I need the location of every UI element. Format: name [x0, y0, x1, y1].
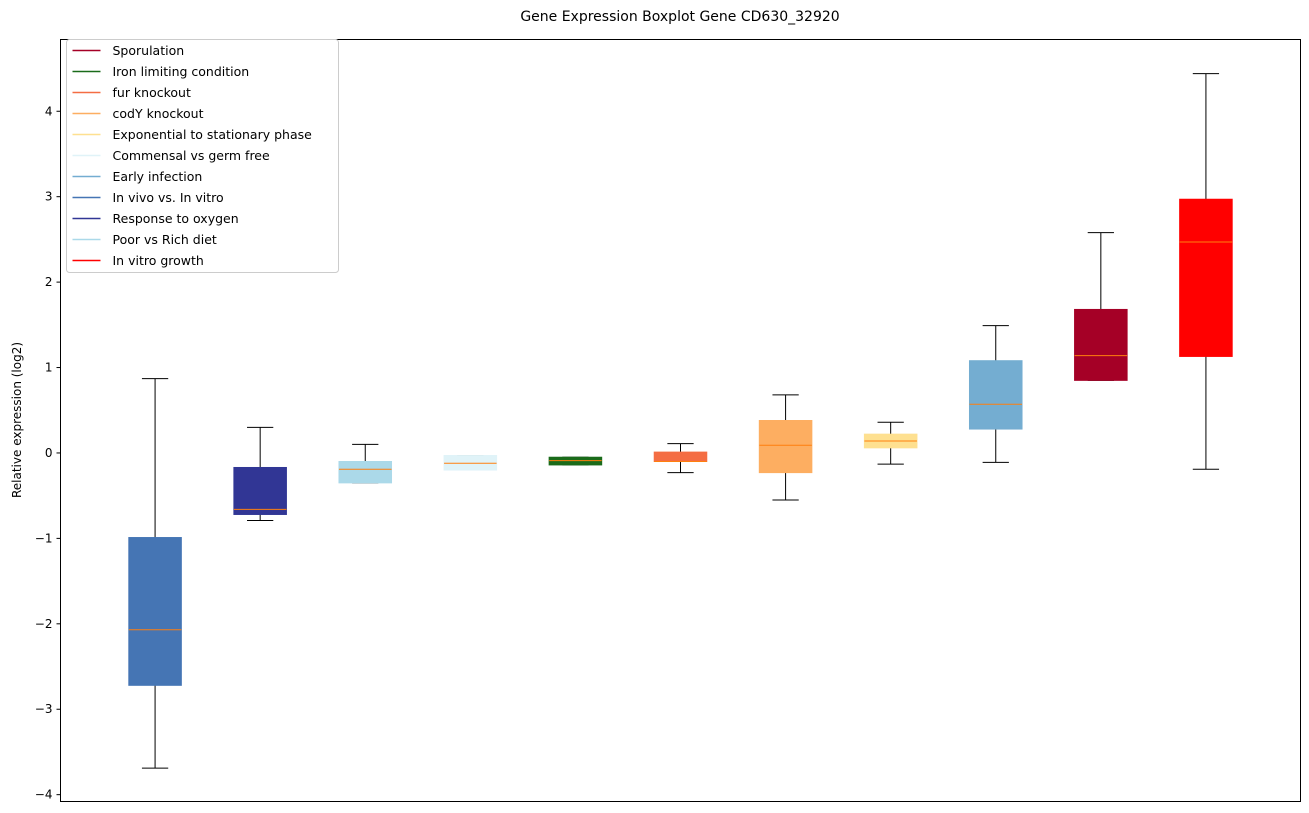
- y-tick-label: 0: [45, 446, 53, 460]
- y-tick-label: −2: [35, 617, 53, 631]
- box-group: [653, 443, 708, 474]
- chart-title: Gene Expression Boxplot Gene CD630_32920: [520, 9, 839, 25]
- y-tick-label: 4: [45, 104, 53, 118]
- y-axis-label: Relative expression (log2): [10, 342, 24, 498]
- box-group: [338, 443, 393, 484]
- box: [653, 451, 708, 463]
- legend-label: Commensal vs germ free: [113, 148, 270, 163]
- y-tick-label: 1: [45, 361, 53, 375]
- legend-frame: [66, 39, 339, 273]
- legend-label: Iron limiting condition: [113, 64, 250, 79]
- box-group: [968, 325, 1023, 463]
- box-group: [233, 426, 287, 521]
- box: [233, 466, 287, 515]
- box: [338, 461, 393, 484]
- legend-label: codY knockout: [113, 106, 204, 121]
- box: [1074, 308, 1128, 381]
- plot-frame: [60, 39, 1301, 802]
- box-group: [548, 456, 603, 466]
- y-axis: −4 −3 −2 −1 0 1 2 3 4: [35, 104, 61, 802]
- y-tick-label: −1: [35, 531, 53, 545]
- box: [1179, 198, 1233, 357]
- legend-label: Sporulation: [113, 43, 185, 58]
- legend-label: In vitro growth: [113, 253, 204, 268]
- box-group: [1074, 232, 1128, 381]
- box-group: [758, 394, 813, 501]
- y-tick-label: −4: [35, 788, 53, 802]
- legend-label: fur knockout: [113, 85, 191, 100]
- box: [128, 537, 182, 686]
- legend-label: Poor vs Rich diet: [113, 232, 217, 247]
- box-group: [1179, 73, 1233, 470]
- legend-label: Early infection: [113, 169, 203, 184]
- box-group: [443, 455, 498, 471]
- box-group: [863, 421, 918, 465]
- boxes-layer: [128, 73, 1233, 769]
- box: [968, 360, 1023, 430]
- box: [758, 420, 813, 474]
- legend-label: Exponential to stationary phase: [113, 127, 313, 142]
- y-tick-label: 3: [45, 190, 53, 204]
- box-group: [128, 378, 182, 769]
- legend: Sporulation Iron limiting condition fur kn…: [66, 39, 339, 273]
- legend-label: Response to oxygen: [113, 211, 239, 226]
- legend-label: In vivo vs. In vitro: [113, 190, 224, 205]
- y-tick-label: 2: [45, 275, 53, 289]
- y-tick-label: −3: [35, 702, 53, 716]
